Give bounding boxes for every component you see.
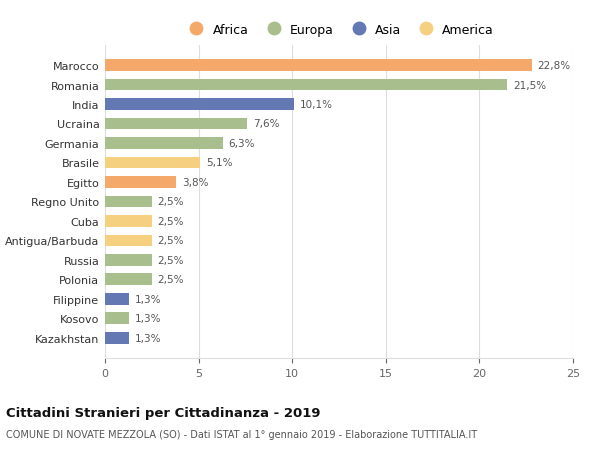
- Bar: [105, 196, 152, 208]
- Text: 2,5%: 2,5%: [157, 197, 184, 207]
- Bar: [105, 293, 130, 305]
- Text: Cittadini Stranieri per Cittadinanza - 2019: Cittadini Stranieri per Cittadinanza - 2…: [6, 406, 320, 419]
- Text: COMUNE DI NOVATE MEZZOLA (SO) - Dati ISTAT al 1° gennaio 2019 - Elaborazione TUT: COMUNE DI NOVATE MEZZOLA (SO) - Dati IST…: [6, 429, 477, 439]
- Bar: [105, 254, 152, 266]
- Bar: [105, 332, 130, 344]
- Text: 2,5%: 2,5%: [157, 255, 184, 265]
- Text: 2,5%: 2,5%: [157, 274, 184, 285]
- Bar: [105, 235, 152, 246]
- Text: 22,8%: 22,8%: [538, 61, 571, 71]
- Bar: [105, 177, 176, 188]
- Text: 1,3%: 1,3%: [135, 294, 161, 304]
- Text: 21,5%: 21,5%: [513, 80, 546, 90]
- Text: 1,3%: 1,3%: [135, 333, 161, 343]
- Bar: [105, 138, 223, 150]
- Bar: [105, 60, 532, 72]
- Text: 7,6%: 7,6%: [253, 119, 280, 129]
- Legend: Africa, Europa, Asia, America: Africa, Europa, Asia, America: [184, 23, 494, 37]
- Bar: [105, 313, 130, 325]
- Bar: [105, 99, 294, 111]
- Bar: [105, 79, 508, 91]
- Text: 6,3%: 6,3%: [229, 139, 255, 149]
- Bar: [105, 118, 247, 130]
- Text: 1,3%: 1,3%: [135, 313, 161, 324]
- Text: 10,1%: 10,1%: [299, 100, 332, 110]
- Bar: [105, 274, 152, 285]
- Text: 5,1%: 5,1%: [206, 158, 233, 168]
- Text: 2,5%: 2,5%: [157, 236, 184, 246]
- Text: 2,5%: 2,5%: [157, 216, 184, 226]
- Bar: [105, 157, 200, 169]
- Bar: [105, 216, 152, 227]
- Text: 3,8%: 3,8%: [182, 178, 208, 188]
